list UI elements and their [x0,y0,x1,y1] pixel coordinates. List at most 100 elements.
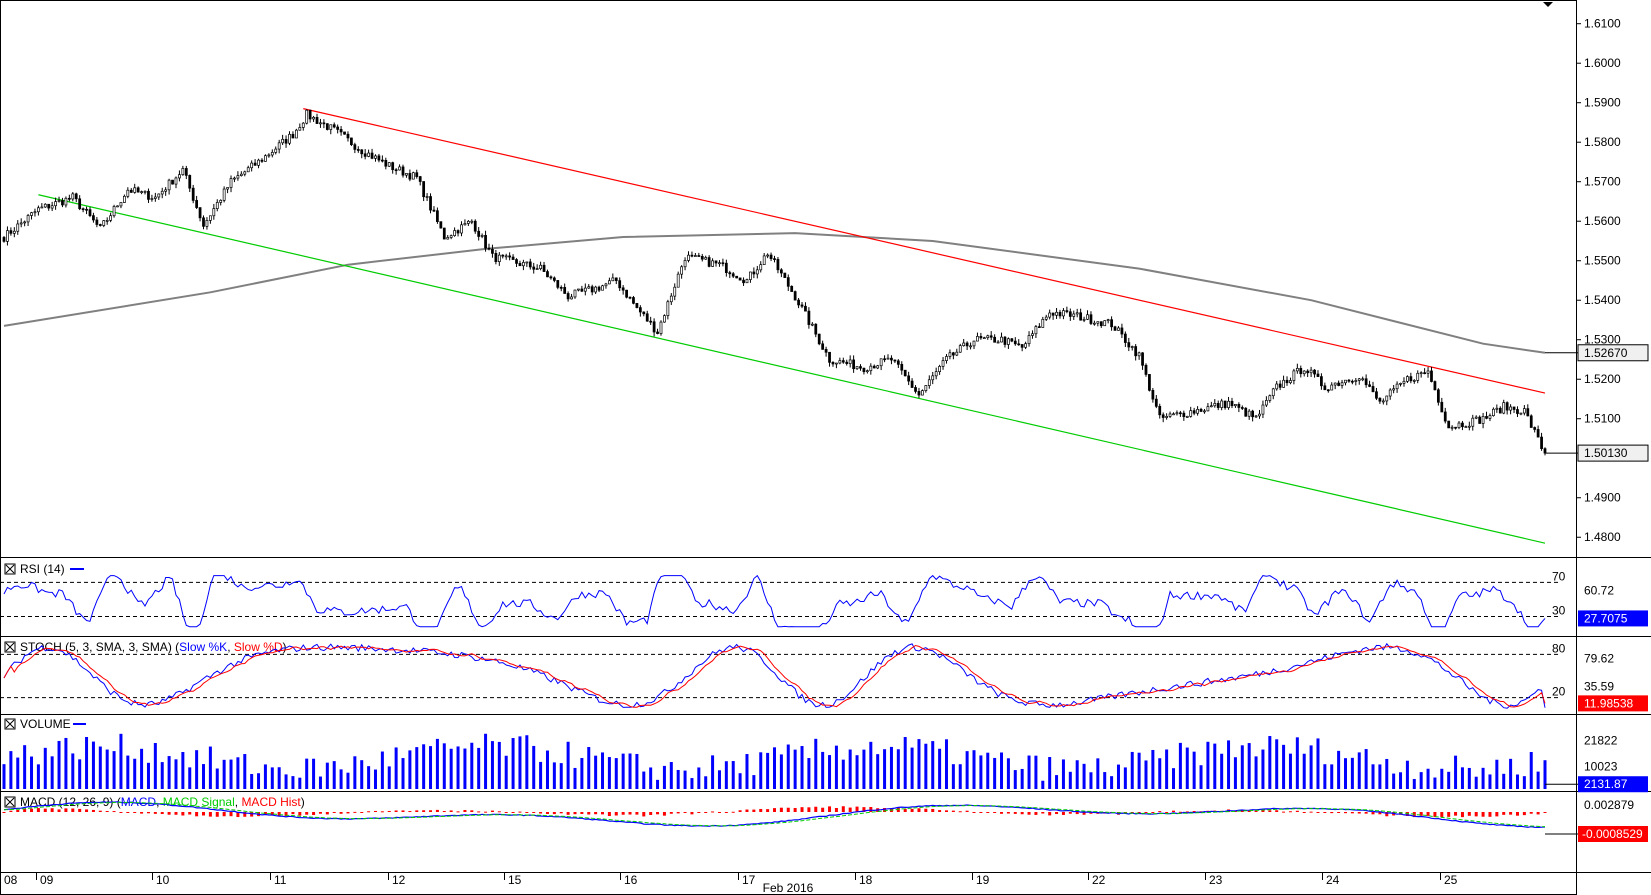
macd-hist-bar [910,808,914,812]
candle-body [931,375,935,381]
candle-body [1075,312,1079,315]
stoch-axis-label: 80 [1552,641,1566,655]
volume-bar [607,757,611,789]
candle-body [298,127,302,131]
macd-hist-bar [786,807,790,812]
candle-body [1337,382,1340,386]
candle-body [604,283,608,287]
candle-body [109,215,113,221]
macd-hist-bar [766,809,770,812]
volume-bar [1151,749,1155,789]
macd-hist-bar [1295,810,1299,812]
candle-body [1089,314,1093,324]
volume-bar [222,759,226,789]
candle-body [532,266,536,270]
volume-bar [1172,768,1176,789]
volume-bar [133,758,137,789]
candle-body [1065,310,1069,313]
candle-body [608,280,611,285]
candle-body [903,369,907,377]
candle-body [707,257,711,267]
volume-bar [1048,757,1052,789]
candle-body [9,230,13,234]
macd-hist-bar [518,811,522,813]
candle-body [1158,405,1162,416]
candle-body [463,223,467,226]
candle-body [700,256,704,260]
volume-bar [1343,758,1347,789]
macd-hist-bar [50,808,54,812]
trend-line-upper [303,108,1546,394]
macd-hist-bar [181,812,185,816]
candle-body [821,343,825,350]
candle-body [724,262,728,273]
candle-body [1529,415,1533,428]
candle-body [37,207,40,213]
macd-hist-bar [724,812,728,813]
candle-body [810,323,814,326]
candle-body [749,271,752,280]
candle-body [776,259,780,271]
time-tick-label: 22 [1092,873,1106,887]
stoch-value-label: 11.98538 [1584,696,1633,710]
volume-bar [71,753,75,789]
candle-body [1485,416,1488,419]
candle-body [274,148,278,153]
volume-bar [766,752,770,789]
candle-body [325,123,329,130]
candle-body [343,131,346,135]
macd-hist-bar [986,812,990,813]
macd-hist-bar [91,809,95,812]
volume-bar [9,751,13,789]
candle-body [1037,326,1041,328]
candle-body [652,321,656,333]
macd-hist-bar [642,812,646,817]
candle-body [19,222,23,225]
candle-body [1347,379,1351,382]
price-tick-label: 1.5900 [1584,96,1621,110]
macd-hist-bar [566,812,570,815]
candle-body [745,279,749,284]
macd-hist-bar [1082,812,1086,815]
candle-body [1371,386,1375,393]
candle-body [1172,413,1175,416]
volume-bar [656,779,660,789]
candle-body [98,224,102,226]
macd-hist-bar [1268,810,1272,812]
volume-bar [312,758,316,789]
volume-bar [1233,757,1237,789]
candle-body [1024,343,1027,348]
volume-bar [195,750,199,789]
macd-hist-bar [119,812,123,813]
candle-body [1450,426,1454,429]
macd-hist-bar [869,806,873,812]
candle-body [1275,383,1279,390]
candle-body [1034,326,1038,335]
scroll-arrow-icon[interactable] [1543,2,1553,7]
volume-bar [64,737,68,789]
volume-bar [202,764,206,789]
candle-body [1010,338,1014,342]
time-tick-label: 15 [508,873,522,887]
candle-body [1498,407,1502,414]
volume-bar [518,736,522,789]
volume-bar [587,747,591,789]
volume-bar [1254,756,1258,789]
candle-body [102,220,106,226]
stoch-legend-d: Slow %D [234,640,283,654]
volume-bar [98,746,102,789]
volume-bar [1116,764,1120,789]
macd-hist-bar [270,812,274,815]
candle-body [1385,395,1389,402]
candle-body [1106,319,1110,322]
candle-body [167,179,171,191]
candle-body [1474,416,1478,419]
candle-body [841,360,845,363]
candle-body [518,263,522,267]
price-tick-label: 1.5700 [1584,175,1621,189]
month-label: Feb 2016 [763,881,814,895]
candle-body [628,296,632,299]
candle-body [601,285,604,291]
macd-hist-bar [1048,812,1052,816]
macd-hist-bar [1426,812,1430,816]
